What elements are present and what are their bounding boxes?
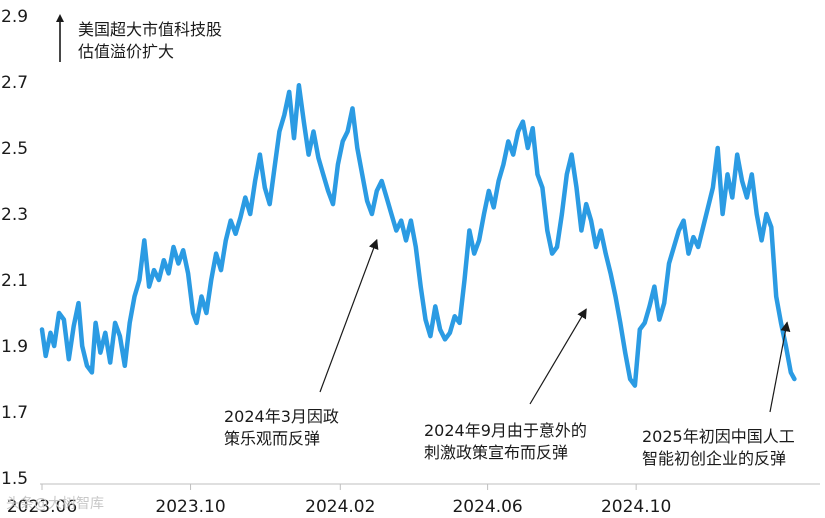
watermark: 头条@大树智库 <box>6 495 104 512</box>
annotation-text: 策乐观而反弹 <box>224 429 320 448</box>
x-tick-label: 2023.06 <box>7 497 77 517</box>
annotation-text: 2024年9月由于意外的 <box>424 421 587 440</box>
annotation-text: 刺激政策宣布而反弹 <box>424 443 568 462</box>
x-tick-label: 2024.02 <box>305 497 375 517</box>
y-tick-label: 2.3 <box>1 205 28 225</box>
y-axis-label-line-1: 美国超大市值科技股 <box>78 20 222 39</box>
x-tick-label: 2024.10 <box>601 497 671 517</box>
annotation-text: 智能初创企业的反弹 <box>642 449 786 468</box>
annotation-arrow <box>529 308 587 405</box>
series-line <box>39 83 797 388</box>
y-axis-ticks: 2.9 2.7 2.5 2.3 2.1 1.9 1.7 1.5 <box>1 7 28 489</box>
y-tick-label: 2.1 <box>1 271 28 291</box>
y-tick-label: 1.7 <box>1 403 28 423</box>
x-tick-label: 2023.10 <box>155 497 225 517</box>
x-axis-ticks: 2023.06 2023.10 2024.02 2024.06 2024.10 <box>7 484 671 517</box>
y-tick-label: 2.7 <box>1 73 28 93</box>
y-tick-label: 2.5 <box>1 139 28 159</box>
annotation-arrow <box>319 238 379 393</box>
annotation-text: 2025年初因中国人工 <box>642 427 795 446</box>
y-axis-label: 美国超大市值科技股 估值溢价扩大 <box>56 14 222 62</box>
x-tick-label: 2024.06 <box>452 497 522 517</box>
y-tick-label: 2.9 <box>1 7 28 27</box>
y-tick-label: 1.5 <box>1 469 28 489</box>
y-tick-label: 1.9 <box>1 337 28 357</box>
annotation-text: 2024年3月因政 <box>224 407 339 426</box>
annotation-arrow <box>769 321 791 413</box>
y-axis-label-line-2: 估值溢价扩大 <box>78 42 174 61</box>
